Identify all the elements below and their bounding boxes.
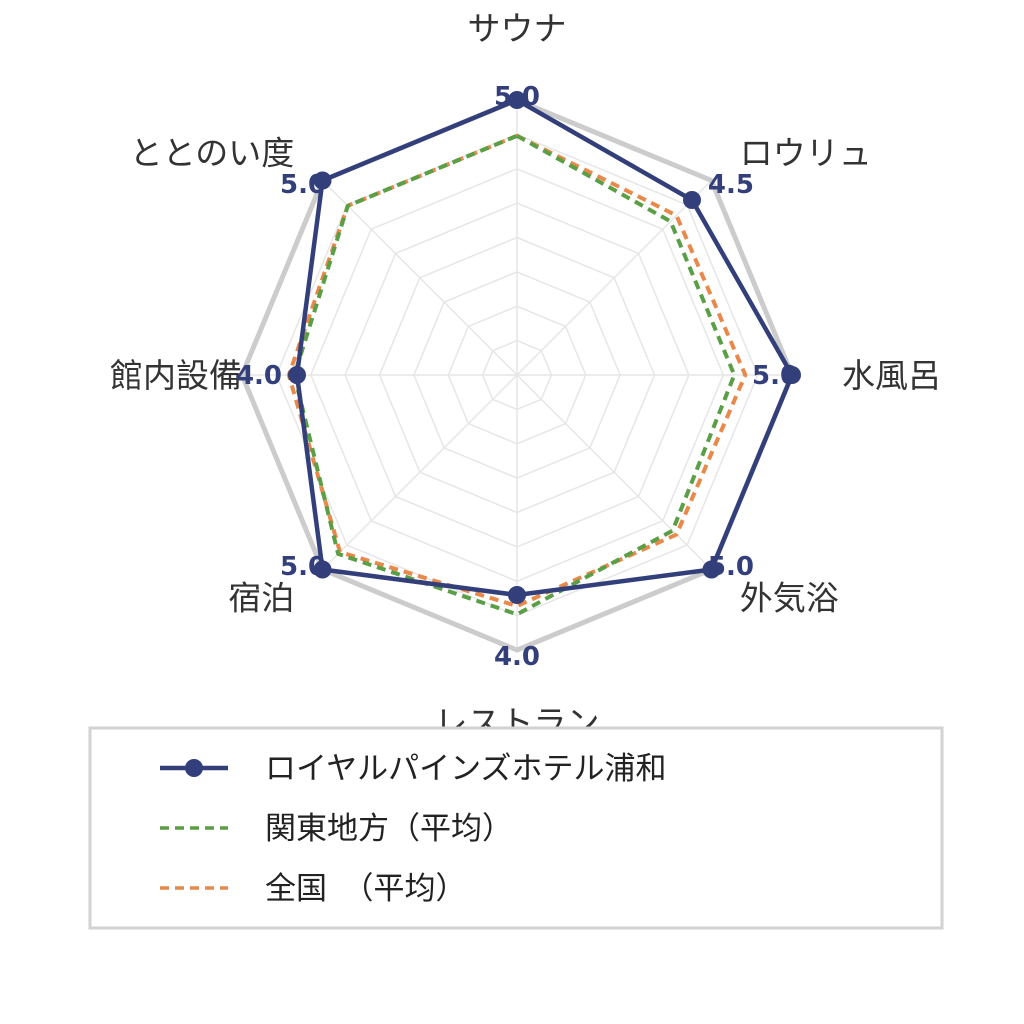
grid-spoke	[516, 374, 713, 571]
series-point	[783, 366, 801, 384]
radar-labels: サウナ5.0ロウリュ4.5水風呂5.0外気浴5.0レストラン4.0宿泊5.0館内…	[110, 9, 941, 742]
axis-label: 外気浴	[740, 579, 839, 618]
value-label: 4.0	[494, 642, 540, 672]
series-point	[702, 560, 721, 579]
axis-label: 宿泊	[228, 579, 294, 618]
value-label: 4.5	[708, 170, 754, 200]
legend-label: ロイヤルパインズホテル浦和	[265, 751, 666, 787]
axis-label: 水風呂	[842, 356, 941, 395]
axis-label: 館内設備	[110, 356, 242, 395]
value-label: 5.0	[708, 552, 754, 582]
radar-grid	[241, 99, 793, 651]
axis-label: ロウリュ	[740, 133, 872, 172]
series-point	[288, 366, 306, 384]
series-point	[508, 91, 526, 109]
series-line-1	[292, 133, 737, 617]
series-point	[313, 171, 332, 190]
series-point	[683, 191, 701, 209]
grid-spoke	[516, 179, 713, 376]
axis-label: ととのい度	[130, 133, 295, 172]
radar-series	[239, 91, 801, 653]
value-label: 5.0	[280, 552, 326, 582]
grid-spoke	[321, 374, 518, 571]
axis-label: サウナ	[468, 9, 567, 48]
legend-label: 全国 （平均）	[265, 871, 467, 907]
value-label: 5.0	[752, 361, 798, 391]
legend-label: 関東地方（平均）	[265, 811, 513, 847]
series-point	[508, 586, 526, 604]
value-label: 5.0	[494, 82, 540, 112]
grid-spoke	[321, 179, 518, 376]
series-point	[313, 560, 332, 579]
legend-marker	[185, 759, 203, 777]
value-label: 5.0	[280, 170, 326, 200]
value-label: 4.0	[236, 361, 282, 391]
full-scale-outline	[239, 97, 795, 653]
legend-box	[88, 726, 944, 930]
